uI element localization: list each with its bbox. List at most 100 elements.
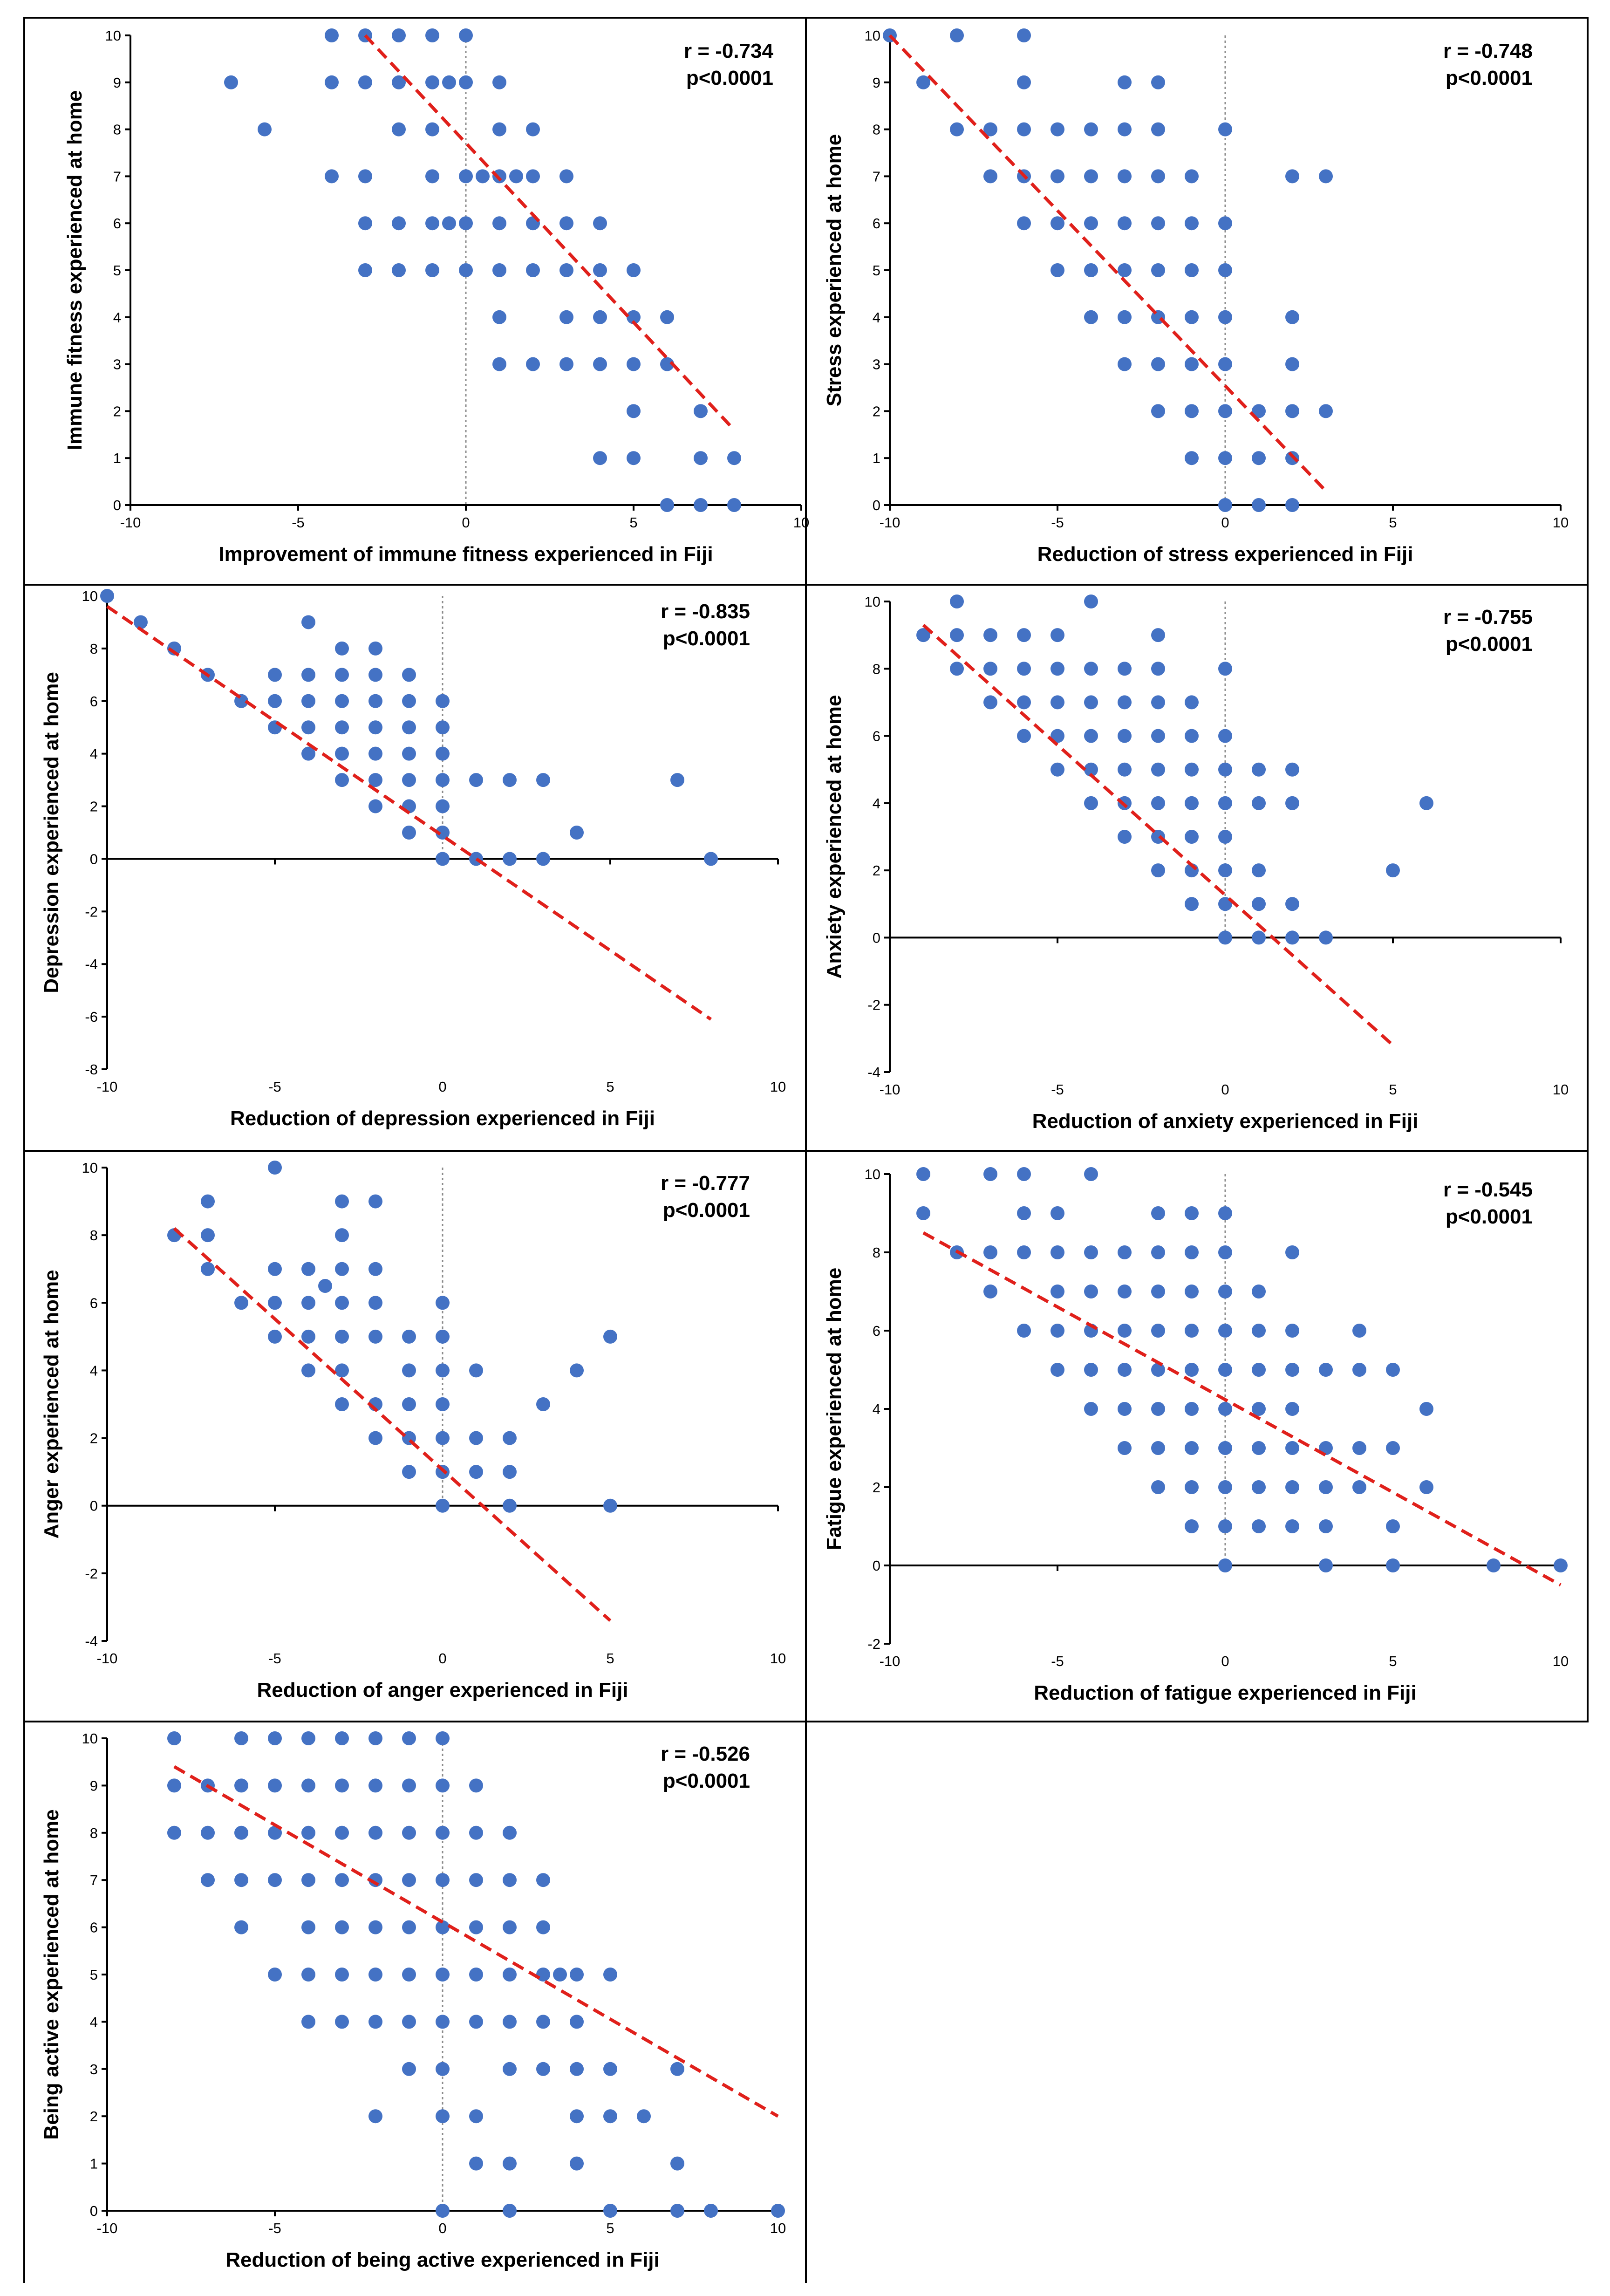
trendline [173,1227,612,1622]
data-point [459,216,473,231]
data-point [1084,122,1098,137]
data-point [603,2062,617,2076]
data-point [1252,1324,1266,1338]
y-tick-label: 4 [113,309,121,326]
x-axis-title: Reduction of anger experienced in Fiji [257,1679,628,1702]
data-point [1285,1402,1299,1416]
trendline [173,1765,779,2118]
y-tick-label: 6 [90,1295,98,1311]
data-point [1151,695,1165,710]
data-point [1185,695,1199,710]
data-point [368,1731,382,1745]
data-point [201,1873,215,1887]
x-tick-label: 0 [1221,1653,1229,1669]
x-tick-label: 10 [770,1079,786,1095]
data-point [301,668,315,682]
data-point [301,1968,315,1982]
data-point [570,2156,584,2171]
data-point [1218,863,1232,878]
data-point [335,1329,349,1344]
x-tick-label: -10 [880,1081,901,1098]
data-point [469,2109,483,2124]
data-point [1017,1245,1031,1259]
x-tick-label: 10 [1553,1081,1569,1098]
data-point [436,1873,450,1887]
data-point [694,451,708,465]
data-point [1218,1324,1232,1338]
data-point [704,852,718,866]
data-point [1051,1285,1064,1298]
data-point [469,1825,483,1840]
data-point [536,2062,550,2076]
y-tick-label: 7 [873,168,880,184]
x-tick-label: 0 [1221,514,1229,531]
data-point [1151,1402,1165,1416]
data-point [402,2015,416,2029]
data-point [593,357,607,371]
data-point [670,2204,684,2218]
data-point [1218,1519,1232,1533]
x-axis-title: Improvement of immune fitness experience… [218,543,713,566]
data-point [335,1363,349,1378]
y-tick-label: 8 [873,1244,880,1261]
data-point [1185,310,1199,324]
data-point [1051,628,1064,642]
data-point [1554,1558,1568,1572]
data-point [1151,1480,1165,1494]
y-tick-label: -2 [867,997,880,1013]
data-point [368,694,382,708]
y-tick-label: 3 [113,356,121,373]
data-point [1218,1206,1232,1220]
data-point [335,668,349,682]
data-point [436,1363,450,1378]
data-point [1319,930,1333,945]
data-point [368,773,382,787]
data-point [1118,1441,1132,1455]
data-point [950,594,964,608]
data-point [1118,1285,1132,1298]
data-point [553,1968,567,1982]
x-tick-label: -10 [97,1650,118,1667]
data-point [469,773,483,787]
data-point [368,2109,382,2124]
data-point [301,1873,315,1887]
data-point [335,1873,349,1887]
data-point [1218,451,1232,465]
data-point [392,75,406,89]
data-point [1386,1519,1400,1533]
data-point [402,720,416,735]
y-tick-label: 8 [873,661,880,677]
y-tick-label: 2 [873,862,880,879]
data-point [1151,863,1165,878]
data-point [368,1873,382,1887]
y-tick-label: 5 [873,262,880,279]
data-point [469,1873,483,1887]
data-point [1252,930,1266,945]
data-point [167,1731,181,1745]
y-tick-label: 4 [873,795,880,812]
data-point [368,1262,382,1276]
data-point [1151,628,1165,642]
data-point [727,498,741,512]
data-point [492,310,506,324]
data-point [1319,1558,1333,1572]
data-point [436,694,450,708]
data-point [201,1262,215,1276]
x-tick-label: 10 [770,2220,786,2236]
data-point [771,2204,785,2218]
data-point [526,263,540,277]
data-point [1017,28,1031,42]
data-point [425,216,439,231]
data-point [436,1296,450,1310]
data-point [1185,729,1199,743]
data-point [1319,1519,1333,1533]
data-point [983,1285,997,1298]
data-point [694,498,708,512]
trendline [922,1231,1562,1587]
data-point [1218,263,1232,277]
data-point [1252,404,1266,418]
p-value-label: p<0.0001 [663,627,750,650]
data-point [268,1329,282,1344]
data-point [1218,1480,1232,1494]
